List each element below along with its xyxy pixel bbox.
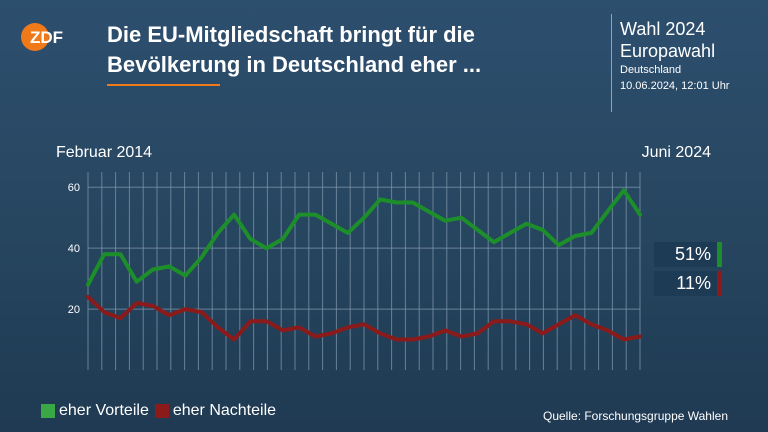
badge-vorteile-value: 51% bbox=[674, 244, 711, 264]
legend-item-vorteile: eher Vorteile bbox=[41, 402, 149, 420]
badge-vorteile-bar bbox=[717, 242, 722, 267]
legend-label-vorteile: eher Vorteile bbox=[59, 402, 149, 419]
series-line-vorteile bbox=[86, 188, 642, 287]
y-tick-label: 20 bbox=[68, 304, 80, 316]
election-region: Deutschland bbox=[620, 64, 682, 76]
y-tick-label: 40 bbox=[68, 243, 80, 255]
y-tick-label: 60 bbox=[68, 182, 80, 194]
legend-swatch-nachteile bbox=[154, 404, 169, 418]
badge-vorteile: 51% bbox=[654, 242, 722, 267]
source-note: Quelle: Forschungsgruppe Wahlen bbox=[543, 409, 728, 423]
election-subtitle: Europawahl bbox=[620, 41, 716, 61]
end-date-label: Juni 2024 bbox=[641, 144, 711, 161]
legend: eher Vorteile eher Nachteile bbox=[41, 402, 282, 420]
legend-label-nachteile: eher Nachteile bbox=[172, 402, 277, 419]
zdf-logo-circle bbox=[21, 23, 49, 51]
title-line-2: Bevölkerung in Deutschland eher ... bbox=[107, 52, 482, 77]
election-timestamp: 10.06.2024, 12:01 Uhr bbox=[620, 80, 730, 92]
election-title: Wahl 2024 bbox=[620, 19, 706, 39]
legend-swatch-vorteile bbox=[41, 404, 55, 418]
badge-nachteile: 11% bbox=[654, 271, 722, 296]
start-date-label: Februar 2014 bbox=[56, 144, 153, 161]
header-divider bbox=[611, 14, 612, 112]
legend-item-nachteile: eher Nachteile bbox=[154, 402, 277, 420]
election-info: Wahl 2024 Europawahl Deutschland 10.06.2… bbox=[620, 18, 729, 94]
zdf-logo: ZDF bbox=[21, 23, 63, 51]
page-title: Die EU-Mitgliedschaft bringt für die Bev… bbox=[107, 20, 587, 80]
badge-nachteile-bar bbox=[717, 271, 722, 296]
zdf-logo-text: ZDF bbox=[30, 28, 63, 47]
series-line-nachteile bbox=[86, 294, 642, 342]
title-line-1: Die EU-Mitgliedschaft bringt für die bbox=[107, 22, 475, 47]
badge-nachteile-value: 11% bbox=[676, 273, 711, 293]
title-underline bbox=[107, 84, 220, 86]
